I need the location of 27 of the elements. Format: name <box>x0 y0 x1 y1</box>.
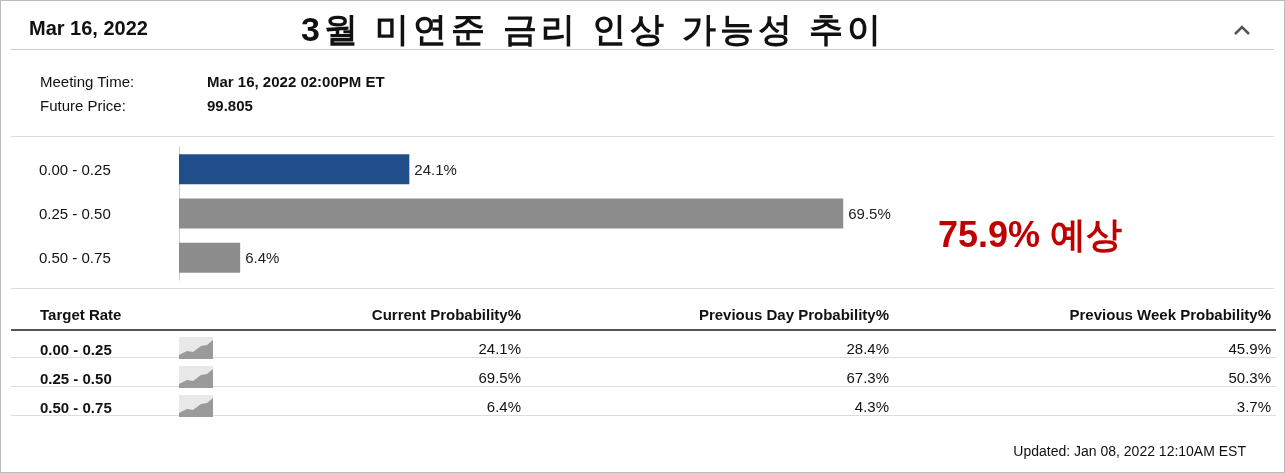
data-label: 45.9% <box>1228 340 1271 357</box>
text: Mar 16, 2022 02:00PM ET <box>207 73 385 90</box>
y-tick-label: 0.25 - 0.50 <box>39 205 111 222</box>
chart-title: 3월 미연준 금리 인상 가능성 추이 <box>301 9 886 50</box>
text: Target Rate <box>40 306 122 323</box>
data-label: 24.1% <box>414 160 457 178</box>
text: 99.805 <box>207 97 253 114</box>
text: 75.9% 예상 <box>938 213 1123 257</box>
text: Mar 16, 2022 <box>29 17 148 40</box>
data-label: 4.3% <box>854 398 889 415</box>
data-label: 69.5% <box>848 205 891 222</box>
text: Previous Week Probability% <box>1069 306 1271 323</box>
data-label: 6.4% <box>486 398 521 415</box>
data-label: 6.4% <box>245 249 280 267</box>
data-label: 69.5% <box>478 369 521 386</box>
data-label: 50.3% <box>1228 369 1271 386</box>
y-tick-label: 0.00 - 0.25 <box>39 160 111 178</box>
text: Previous Day Probability% <box>698 306 889 323</box>
data-label: 24.1% <box>478 340 521 357</box>
text: Future Price: <box>40 97 126 114</box>
data-label: 3.7% <box>1236 398 1271 415</box>
text: Current Probability% <box>371 306 521 323</box>
data-label: 28.4% <box>846 340 889 357</box>
y-tick-label: 0.50 - 0.75 <box>39 249 111 267</box>
text: Updated: Jan 08, 2022 12:10AM EST <box>1013 443 1246 459</box>
data-label: 67.3% <box>846 369 889 386</box>
text: Meeting Time: <box>40 73 135 90</box>
